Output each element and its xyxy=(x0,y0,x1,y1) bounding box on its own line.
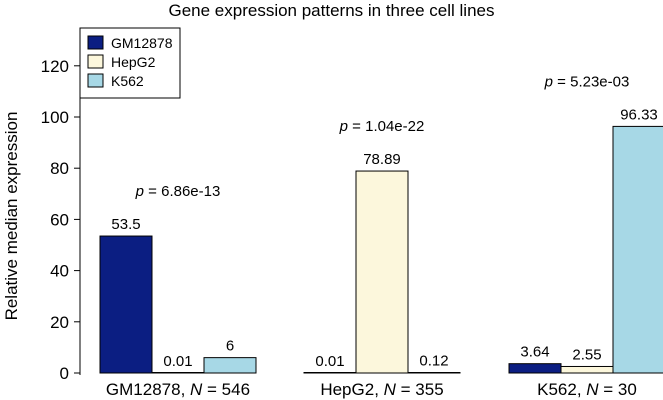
bar-gm12878-k562 xyxy=(508,363,562,374)
chart-title: Gene expression patterns in three cell l… xyxy=(168,1,495,20)
y-tick-label: 20 xyxy=(50,313,69,332)
bar-value-label: 96.33 xyxy=(620,106,658,123)
legend-entry-label: HepG2 xyxy=(111,54,156,70)
bar-k562-k562 xyxy=(612,125,663,374)
bar-value-label: 2.55 xyxy=(572,346,601,363)
bar-k562-gm12878 xyxy=(203,357,257,374)
x-tick-label: GM12878, N = 546 xyxy=(106,380,250,399)
data-labels: 53.5 0.01 6 p = 6.86e-13 GM12878, N = 546 0.0… xyxy=(106,73,658,399)
legend: GM12878 HepG2 K562 xyxy=(79,27,181,99)
bar-gm12878-hepg2 xyxy=(303,372,357,374)
p-value-annotation: p = 5.23e-03 xyxy=(544,73,630,90)
p-value-annotation: p = 6.86e-13 xyxy=(135,183,221,200)
bar-value-label: 53.5 xyxy=(111,216,140,233)
bar-value-label: 78.89 xyxy=(363,151,401,168)
bar-value-label: 3.64 xyxy=(520,344,549,361)
legend-entry-label: K562 xyxy=(111,73,144,89)
bar-hepg2-k562 xyxy=(560,365,614,374)
y-tick-label: 60 xyxy=(50,210,69,229)
bars xyxy=(99,125,663,374)
axes: 0 20 40 60 80 100 120 xyxy=(41,40,81,383)
x-tick-label: HepG2, N = 355 xyxy=(320,380,443,399)
legend-swatch xyxy=(87,54,104,69)
p-value-annotation: p = 1.04e-22 xyxy=(339,118,425,135)
x-tick-label: K562, N = 30 xyxy=(537,380,637,399)
legend-entry-label: GM12878 xyxy=(111,35,173,51)
bar-value-label: 0.12 xyxy=(419,353,448,370)
y-tick-label: 120 xyxy=(41,57,69,76)
y-tick-label: 80 xyxy=(50,159,69,178)
bar-value-label: 0.01 xyxy=(315,353,344,370)
legend-swatch xyxy=(87,35,104,50)
bar-k562-hepg2 xyxy=(407,372,461,374)
bar-value-label: 0.01 xyxy=(163,353,192,370)
bar-gm12878-gm12878 xyxy=(99,235,153,374)
bar-hepg2-gm12878 xyxy=(151,372,205,374)
bar-value-label: 6 xyxy=(226,338,234,355)
y-tick-label: 0 xyxy=(60,364,69,383)
bar-hepg2-hepg2 xyxy=(355,170,409,374)
y-tick-label: 40 xyxy=(50,262,69,281)
y-axis-label: Relative median expression xyxy=(2,112,21,321)
y-tick-label: 100 xyxy=(41,108,69,127)
legend-swatch xyxy=(87,73,104,88)
